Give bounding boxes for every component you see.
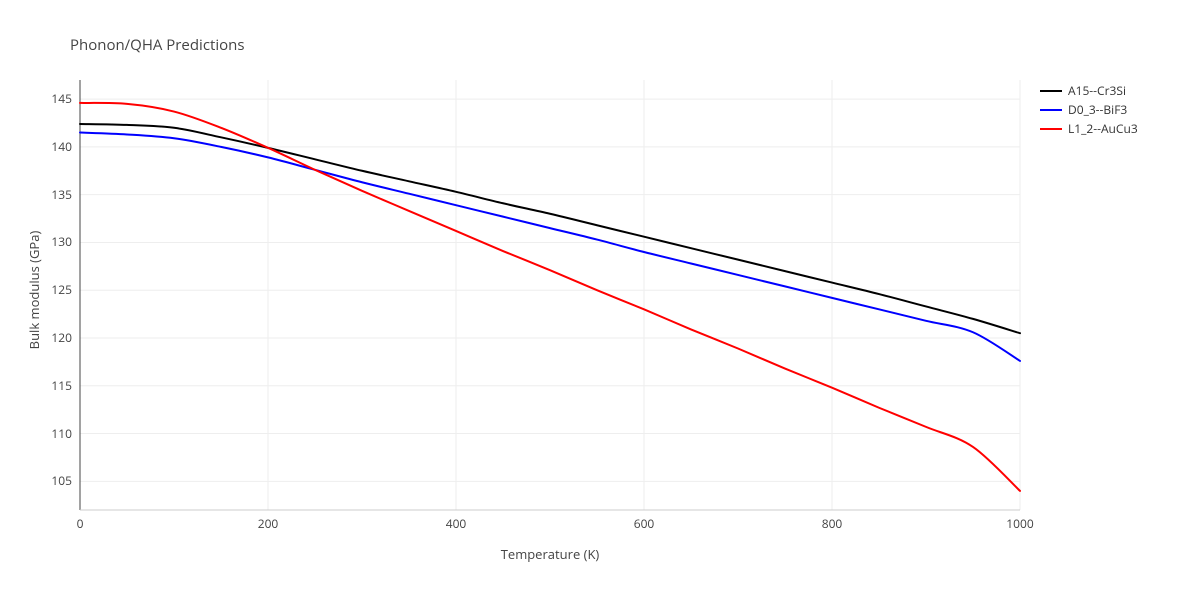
legend-item[interactable]: A15--Cr3Si xyxy=(1040,82,1138,99)
series-line[interactable] xyxy=(80,133,1020,361)
y-tick-label: 125 xyxy=(51,284,72,296)
x-tick-label: 200 xyxy=(258,518,279,530)
plot-svg xyxy=(79,79,1021,511)
x-tick-label: 0 xyxy=(77,518,84,530)
legend-label: A15--Cr3Si xyxy=(1068,82,1126,99)
x-tick-label: 800 xyxy=(822,518,843,530)
legend-swatch xyxy=(1040,109,1062,111)
legend-swatch xyxy=(1040,90,1062,92)
legend-label: D0_3--BiF3 xyxy=(1068,101,1127,118)
y-tick-label: 130 xyxy=(51,236,72,248)
y-tick-label: 140 xyxy=(51,141,72,153)
chart-title: Phonon/QHA Predictions xyxy=(70,35,245,55)
y-tick-label: 135 xyxy=(51,189,72,201)
y-tick-label: 120 xyxy=(51,332,72,344)
x-tick-label: 1000 xyxy=(1006,518,1033,530)
y-axis-label: Bulk modulus (GPa) xyxy=(25,210,43,370)
legend-swatch xyxy=(1040,128,1062,130)
x-axis-label: Temperature (K) xyxy=(0,545,1100,563)
chart-root: Phonon/QHA Predictions Temperature (K) B… xyxy=(0,0,1200,600)
legend-label: L1_2--AuCu3 xyxy=(1068,120,1138,137)
legend-item[interactable]: L1_2--AuCu3 xyxy=(1040,120,1138,137)
legend[interactable]: A15--Cr3Si D0_3--BiF3 L1_2--AuCu3 xyxy=(1040,82,1138,139)
y-tick-label: 105 xyxy=(51,475,72,487)
y-tick-label: 115 xyxy=(51,380,72,392)
x-tick-label: 400 xyxy=(446,518,467,530)
y-tick-label: 110 xyxy=(51,428,72,440)
y-tick-label: 145 xyxy=(51,93,72,105)
x-tick-label: 600 xyxy=(634,518,655,530)
series-line[interactable] xyxy=(80,103,1020,491)
legend-item[interactable]: D0_3--BiF3 xyxy=(1040,101,1138,118)
